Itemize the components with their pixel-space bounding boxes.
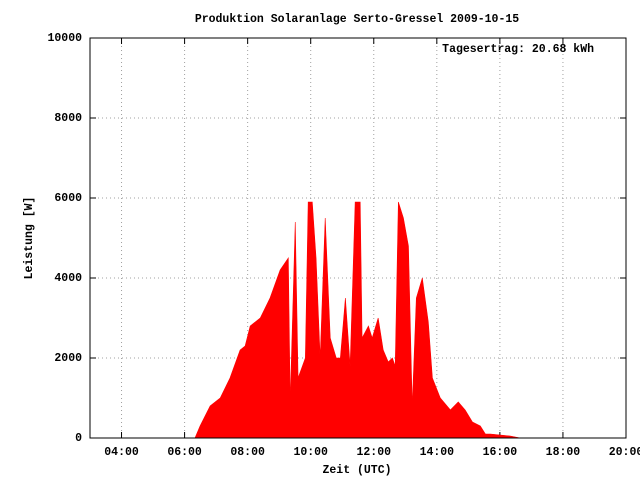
- x-tick-label: 12:00: [357, 446, 392, 459]
- x-axis-label: Zeit (UTC): [322, 464, 391, 477]
- area: [194, 201, 521, 439]
- x-tick-label: 18:00: [546, 446, 581, 459]
- chart-title: Produktion Solaranlage Serto-Gressel 200…: [195, 13, 519, 26]
- y-axis-label: Leistung [W]: [23, 197, 36, 280]
- x-tick-label: 14:00: [420, 446, 455, 459]
- x-tick-label: 04:00: [104, 446, 139, 459]
- y-tick-label: 8000: [54, 112, 82, 125]
- x-tick-label: 10:00: [293, 446, 328, 459]
- x-tick-label: 20:00: [609, 446, 640, 459]
- y-tick-label: 4000: [54, 272, 82, 285]
- y-tick-label: 10000: [47, 32, 82, 45]
- y-tick-label: 2000: [54, 352, 82, 365]
- x-tick-label: 08:00: [230, 446, 265, 459]
- plot-border: [89, 37, 627, 439]
- y-tick-label: 6000: [54, 192, 82, 205]
- y-tick-label: 0: [75, 432, 82, 445]
- annotation: Tagesertrag: 20.68 kWh: [442, 43, 594, 56]
- x-tick-label: 16:00: [483, 446, 518, 459]
- x-tick-label: 06:00: [167, 446, 202, 459]
